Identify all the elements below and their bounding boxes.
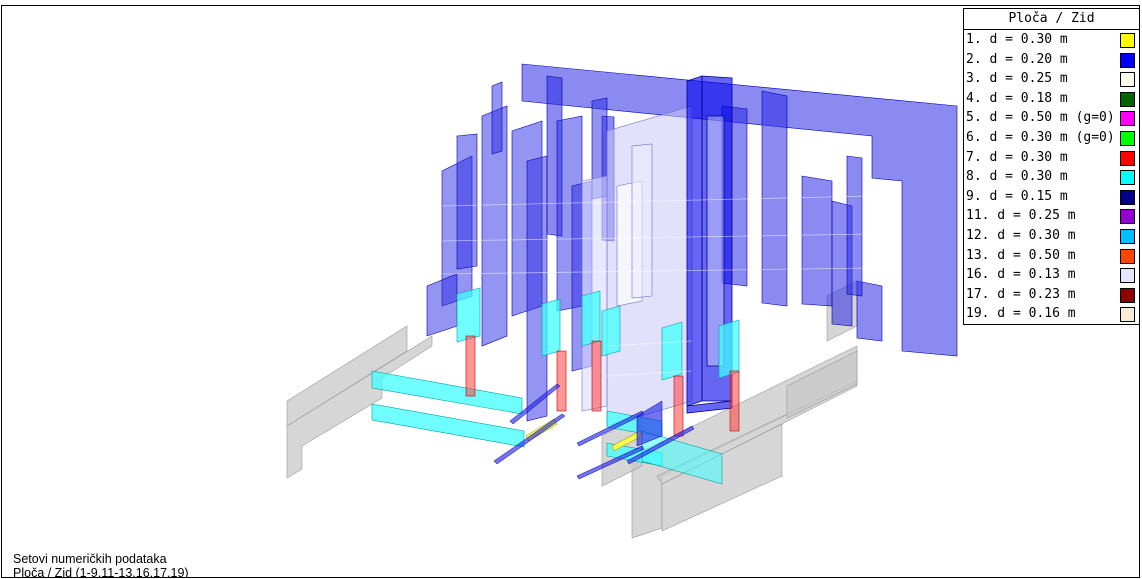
legend-item: 16. d = 0.13 m [964,265,1139,285]
legend-item-label: 9. d = 0.15 m [966,188,1068,204]
legend-panel: Ploča / Zid 1. d = 0.30 m 2. d = 0.20 m 3.… [963,8,1139,325]
legend-item-label: 11. d = 0.25 m [966,208,1076,224]
legend-item: 9. d = 0.15 m [964,187,1139,207]
legend-item-label: 13. d = 0.50 m [966,247,1076,263]
caption-line-1: Setovi numeričkih podataka [13,552,167,566]
structure-3d-view [286,63,958,539]
legend-item: 17. d = 0.23 m [964,285,1139,305]
legend-item-label: 3. d = 0.25 m [966,71,1068,87]
cyan-panels [371,287,740,485]
legend-color-swatch [1120,268,1135,284]
tall-column [686,75,733,414]
legend-color-swatch [1120,111,1135,127]
legend-item-label: 6. d = 0.30 m (g=0) [966,129,1115,145]
legend-color-swatch [1120,52,1135,68]
legend-color-swatch [1120,33,1135,48]
legend-item-label: 17. d = 0.23 m [966,286,1076,302]
legend-item: 5. d = 0.50 m (g=0) [964,108,1139,128]
legend-item-label: 5. d = 0.50 m (g=0) [966,110,1115,126]
legend-color-swatch [1120,91,1135,107]
legend-item: 1. d = 0.30 m [964,30,1139,50]
legend-color-swatch [1120,189,1135,205]
model-viewport[interactable]: Ploča / Zid 1. d = 0.30 m 2. d = 0.20 m 3.… [1,5,1140,578]
legend-title: Ploča / Zid [964,9,1139,30]
legend-color-swatch [1120,307,1135,323]
legend-item: 11. d = 0.25 m [964,206,1139,226]
legend-item-label: 7. d = 0.30 m [966,149,1068,165]
legend-color-swatch [1120,248,1135,264]
legend-item: 19. d = 0.16 m [964,304,1139,324]
blue-walls-left [426,81,608,422]
caption: Setovi numeričkih podataka Ploča / Zid (… [13,552,189,578]
legend-item-label: 12. d = 0.30 m [966,227,1076,243]
legend-item: 4. d = 0.18 m [964,89,1139,109]
blue-slabs [493,383,695,480]
legend-item-label: 1. d = 0.30 m [966,32,1068,47]
storey-lines [441,195,873,377]
legend-color-swatch [1120,228,1135,244]
legend-item: 2. d = 0.20 m [964,50,1139,70]
legend-item-label: 4. d = 0.18 m [966,90,1068,106]
legend-item: 8. d = 0.30 m [964,167,1139,187]
legend-color-swatch [1120,72,1135,88]
legend-color-swatch [1120,209,1135,225]
legend-item-label: 19. d = 0.16 m [966,306,1076,322]
legend-color-swatch [1120,287,1135,303]
legend-item: 7. d = 0.30 m [964,148,1139,168]
legend-rows: 1. d = 0.30 m 2. d = 0.20 m 3. d = 0.25 m 4… [964,30,1139,324]
legend-item: 3. d = 0.25 m [964,69,1139,89]
legend-item-label: 16. d = 0.13 m [966,267,1076,283]
legend-item-label: 8. d = 0.30 m [966,169,1068,185]
legend-color-swatch [1120,170,1135,186]
legend-color-swatch [1120,150,1135,166]
caption-line-2: Ploča / Zid (1-9,11-13,16,17,19) [13,566,189,578]
legend-item: 6. d = 0.30 m (g=0) [964,128,1139,148]
legend-color-swatch [1120,130,1135,146]
legend-item-label: 2. d = 0.20 m [966,51,1068,67]
legend-item: 12. d = 0.30 m [964,226,1139,246]
legend-item: 13. d = 0.50 m [964,246,1139,266]
